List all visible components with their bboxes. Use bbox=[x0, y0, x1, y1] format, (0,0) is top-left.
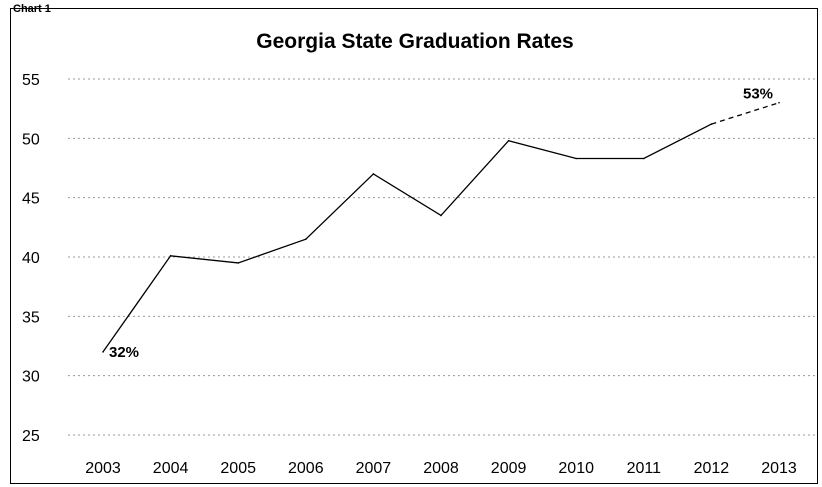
y-axis-ticks: 25 30 35 40 45 50 55 bbox=[22, 72, 40, 445]
x-tick-label: 2003 bbox=[85, 460, 121, 477]
y-tick-label: 30 bbox=[22, 369, 40, 386]
data-point-2013 bbox=[778, 101, 780, 104]
data-point-2003 bbox=[102, 351, 104, 353]
x-tick-label: 2005 bbox=[220, 460, 256, 477]
x-axis-ticks: 2003 2004 2005 2006 2007 2008 2009 2010 2011 2012… bbox=[85, 460, 797, 477]
data-label-2003: 32% bbox=[109, 344, 139, 361]
x-tick-label: 2009 bbox=[491, 460, 527, 477]
y-tick-label: 40 bbox=[22, 250, 40, 267]
data-labels: 32% 53% bbox=[109, 86, 773, 361]
x-tick-label: 2006 bbox=[288, 460, 324, 477]
x-tick-label: 2012 bbox=[694, 460, 730, 477]
data-point-2008 bbox=[440, 214, 442, 217]
y-tick-label: 50 bbox=[22, 131, 40, 148]
x-tick-label: 2008 bbox=[423, 460, 459, 477]
data-point-2006 bbox=[305, 238, 307, 240]
chart-header-label: Chart 1 bbox=[13, 3, 51, 15]
y-tick-label: 55 bbox=[22, 72, 40, 89]
data-point-2011 bbox=[643, 157, 645, 160]
x-tick-label: 2011 bbox=[627, 460, 662, 477]
data-point-2005 bbox=[237, 262, 239, 264]
chart-title: Georgia State Graduation Rates bbox=[256, 30, 573, 53]
data-point-2010 bbox=[575, 157, 577, 160]
data-point-2004 bbox=[169, 255, 172, 257]
data-point-2007 bbox=[372, 173, 375, 175]
y-tick-label: 35 bbox=[22, 309, 40, 326]
x-tick-label: 2004 bbox=[153, 460, 189, 477]
data-point-2009 bbox=[507, 139, 510, 142]
data-label-2013: 53% bbox=[743, 86, 773, 103]
chart-frame: Chart 1 bbox=[10, 3, 818, 484]
x-tick-label: 2010 bbox=[558, 460, 594, 477]
y-tick-label: 45 bbox=[22, 191, 40, 208]
x-tick-label: 2013 bbox=[761, 460, 797, 477]
series-line bbox=[102, 101, 780, 353]
series-line-projected bbox=[711, 102, 780, 125]
data-point-2012 bbox=[710, 123, 713, 125]
x-tick-label: 2007 bbox=[356, 460, 392, 477]
series-line-actual bbox=[102, 123, 712, 353]
y-tick-label: 25 bbox=[22, 428, 40, 445]
